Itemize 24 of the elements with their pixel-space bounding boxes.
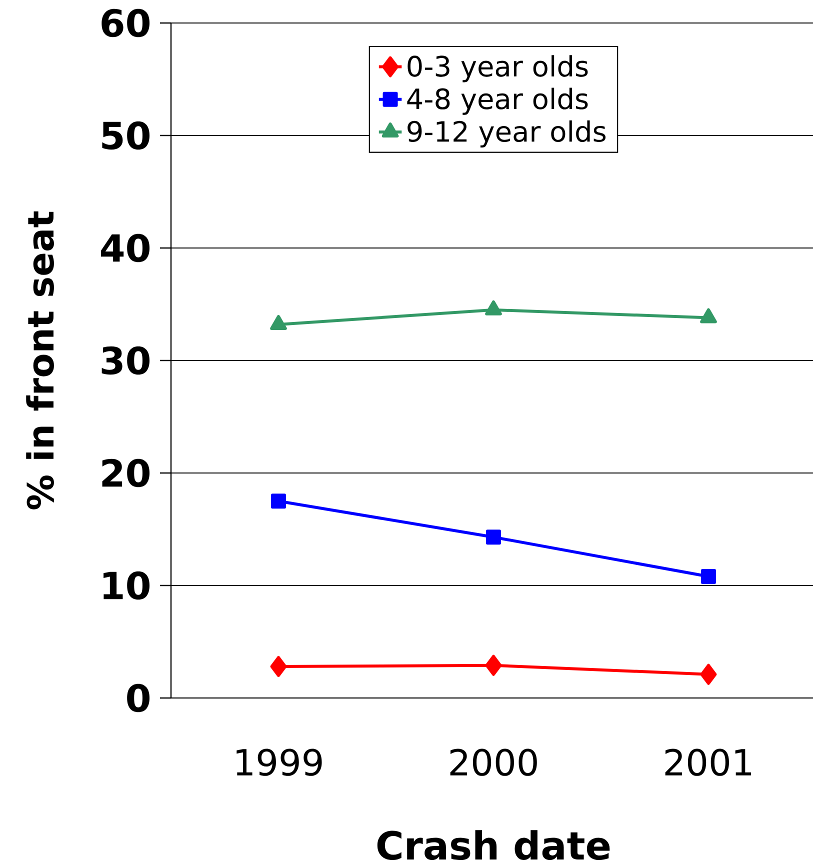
y-axis-title: % in front seat [26, 211, 54, 510]
y-tick-label: 40 [101, 234, 150, 262]
legend-label: 4-8 year olds [407, 88, 588, 115]
legend-label: 9-12 year olds [408, 120, 606, 148]
x-tick-label: 2000 [450, 748, 537, 776]
point [271, 494, 286, 509]
y-tick-label: 30 [102, 346, 150, 375]
y-tick-label: 0 [127, 684, 150, 712]
x-tick-label: 1999 [236, 748, 322, 776]
y-tick-label: 10 [104, 571, 150, 600]
point [700, 308, 717, 324]
point [270, 314, 287, 330]
point [486, 530, 501, 545]
point [485, 654, 502, 676]
point [700, 569, 716, 584]
point [700, 664, 717, 685]
x-axis-title: Crash date [377, 830, 610, 860]
point [485, 300, 502, 316]
legend-label: 0-3 year olds [408, 55, 588, 82]
point [270, 656, 287, 677]
x-tick-label: 2001 [665, 748, 751, 776]
y-tick-label: 50 [102, 121, 150, 150]
y-tick-label: 20 [102, 458, 150, 488]
y-tick-label: 60 [102, 8, 150, 38]
